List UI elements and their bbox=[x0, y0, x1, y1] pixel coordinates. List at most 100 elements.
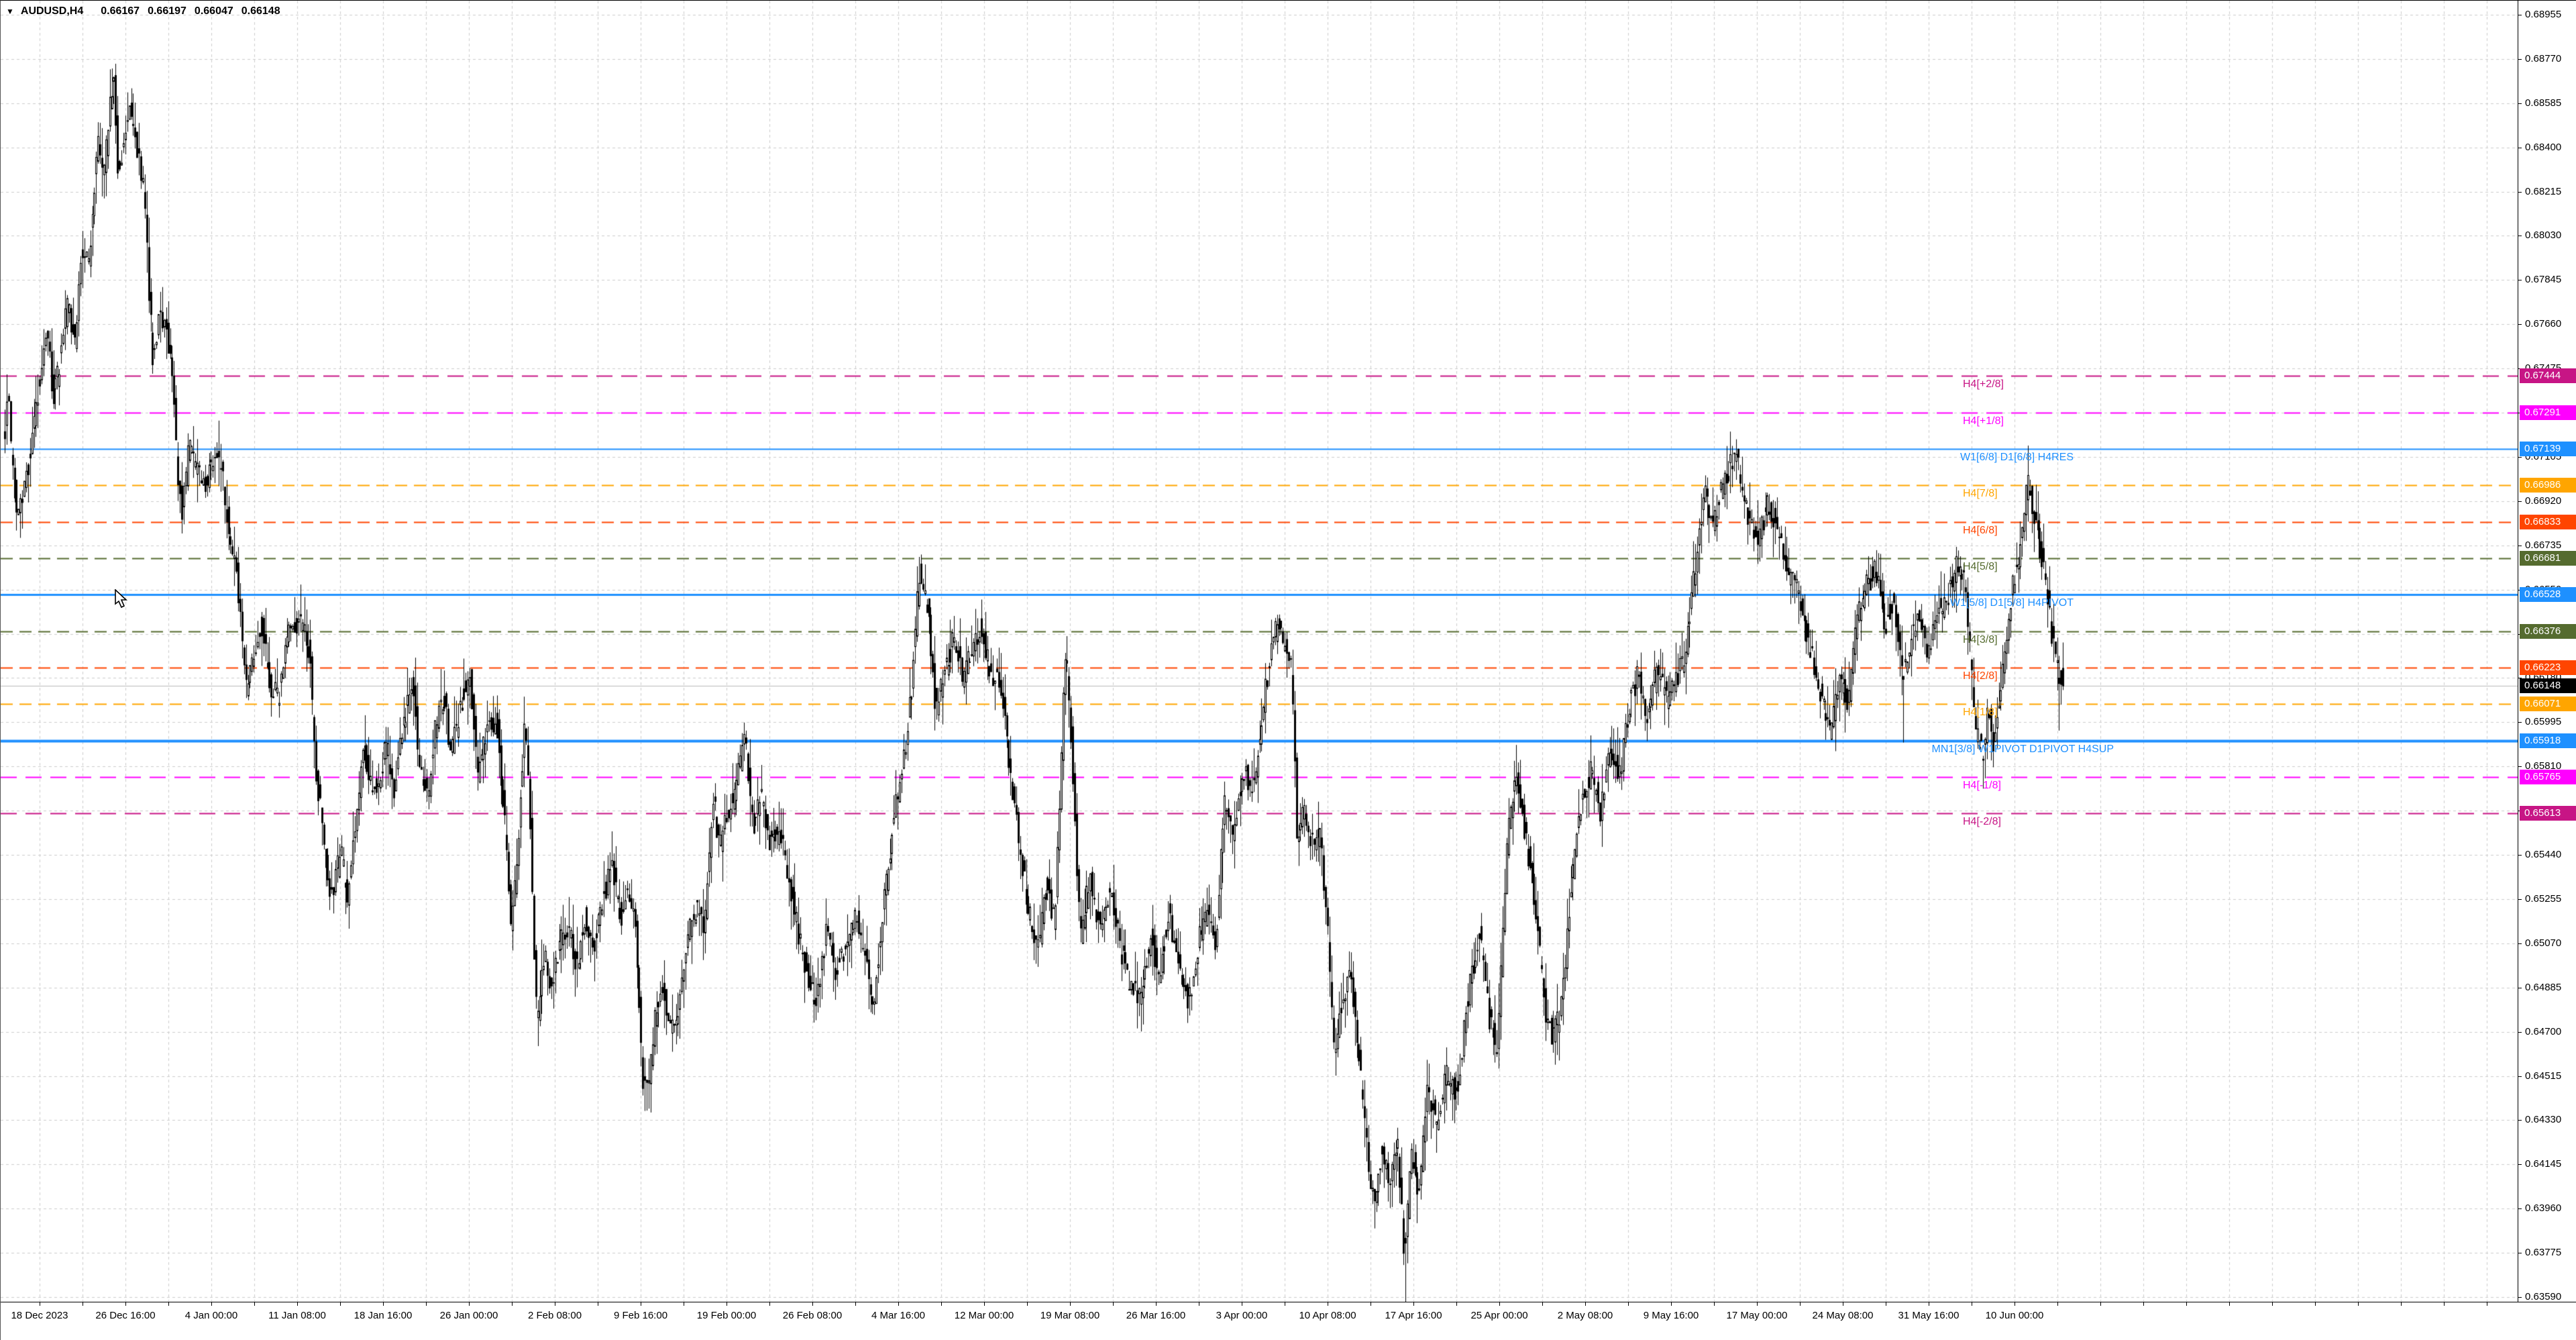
time-axis-tick bbox=[2315, 1302, 2316, 1306]
time-axis-tick bbox=[1757, 1302, 1758, 1306]
time-axis[interactable]: 18 Dec 2023 26 Dec 16:00 4 Jan 00:00 11 Jan… bbox=[1, 1302, 2576, 1340]
price-axis-tick bbox=[2518, 766, 2522, 767]
price-axis-label: 0.65070 bbox=[2525, 937, 2562, 949]
time-axis-tick bbox=[984, 1302, 985, 1306]
price-axis-tick bbox=[2518, 899, 2522, 900]
time-axis-tick bbox=[340, 1302, 341, 1306]
level-label: W1[5/8] D1[5/8] H4PIVOT bbox=[1949, 597, 2074, 609]
price-axis-label: 0.68215 bbox=[2525, 185, 2562, 197]
time-axis-tick bbox=[812, 1302, 813, 1306]
price-axis-label: 0.64515 bbox=[2525, 1070, 2562, 1082]
level-label: H4[6/8] bbox=[1963, 524, 1998, 536]
price-axis-label: 0.64330 bbox=[2525, 1114, 2562, 1126]
price-axis-tick bbox=[2518, 103, 2522, 104]
price-level-tag: 0.66833 bbox=[2520, 514, 2576, 529]
symbol-quote: ▼ AUDUSD,H4 0.66167 0.66197 0.66047 0.66… bbox=[6, 4, 288, 19]
time-axis-tick bbox=[2186, 1302, 2187, 1306]
time-axis-label: 17 Apr 16:00 bbox=[1385, 1310, 1442, 1321]
time-axis-label: 24 May 08:00 bbox=[1812, 1310, 1874, 1321]
level-label: H4[-1/8] bbox=[1963, 780, 2001, 792]
price-axis-label: 0.68955 bbox=[2525, 9, 2562, 20]
price-axis-tick bbox=[2518, 1297, 2522, 1298]
price-level-tag: 0.66528 bbox=[2520, 587, 2576, 603]
level-label: H4[3/8] bbox=[1963, 633, 1998, 646]
time-axis-tick bbox=[855, 1302, 856, 1306]
price-axis-label: 0.65810 bbox=[2525, 760, 2562, 772]
price-level-tag: 0.66148 bbox=[2520, 678, 2576, 693]
price-axis-label: 0.63590 bbox=[2525, 1291, 2562, 1302]
price-level-tag: 0.65918 bbox=[2520, 733, 2576, 748]
time-axis-tick bbox=[2143, 1302, 2144, 1306]
price-axis-tick bbox=[2518, 1076, 2522, 1077]
price-axis-label: 0.63960 bbox=[2525, 1202, 2562, 1215]
price-axis-label: 0.66735 bbox=[2525, 539, 2562, 551]
time-axis-label: 26 Feb 08:00 bbox=[782, 1310, 843, 1321]
price-axis-label: 0.66920 bbox=[2525, 495, 2562, 507]
time-axis-label: 25 Apr 00:00 bbox=[1470, 1310, 1528, 1321]
price-axis-label: 0.64145 bbox=[2525, 1158, 2562, 1170]
time-axis-tick bbox=[2358, 1302, 2359, 1306]
level-label: MN1[3/8] W1PIVOT D1PIVOT H4SUP bbox=[1931, 743, 2114, 755]
quote-open: 0.66167 bbox=[101, 5, 140, 17]
time-axis-tick bbox=[168, 1302, 169, 1306]
time-axis-tick bbox=[1671, 1302, 1672, 1306]
price-axis-tick bbox=[2518, 192, 2522, 193]
time-axis-label: 4 Jan 00:00 bbox=[184, 1310, 238, 1321]
level-label: H4[+1/8] bbox=[1963, 415, 2004, 427]
chevron-down-icon[interactable]: ▼ bbox=[6, 7, 14, 16]
time-axis-label: 2 Feb 08:00 bbox=[527, 1310, 582, 1321]
time-axis-tick bbox=[1499, 1302, 1500, 1306]
time-axis-tick bbox=[1800, 1302, 1801, 1306]
time-axis-label: 31 May 16:00 bbox=[1898, 1310, 1960, 1321]
price-axis-label: 0.67845 bbox=[2525, 274, 2562, 286]
time-axis-tick bbox=[1413, 1302, 1414, 1306]
time-axis-tick bbox=[2272, 1302, 2273, 1306]
time-axis-label: 2 May 08:00 bbox=[1557, 1310, 1613, 1321]
time-axis-tick bbox=[254, 1302, 255, 1306]
price-axis-tick bbox=[2518, 501, 2522, 502]
symbol-timeframe-label: AUDUSD,H4 bbox=[20, 5, 84, 17]
price-axis-tick bbox=[2518, 1120, 2522, 1121]
price-level-tag: 0.65765 bbox=[2520, 770, 2576, 785]
time-axis-label: 3 Apr 00:00 bbox=[1216, 1310, 1268, 1321]
time-axis-label: 10 Apr 08:00 bbox=[1299, 1310, 1356, 1321]
level-label: H4[2/8] bbox=[1963, 670, 1998, 682]
time-axis-label: 18 Jan 16:00 bbox=[354, 1310, 413, 1321]
price-axis-tick bbox=[2518, 1032, 2522, 1033]
level-label: W1[6/8] D1[6/8] H4RES bbox=[1960, 451, 2074, 463]
time-axis-tick bbox=[941, 1302, 942, 1306]
price-axis-label: 0.65255 bbox=[2525, 892, 2562, 905]
time-axis-tick bbox=[125, 1302, 126, 1306]
price-axis-tick bbox=[2518, 722, 2522, 723]
price-chart-canvas[interactable] bbox=[1, 1, 2518, 1302]
price-axis-tick bbox=[2518, 1208, 2522, 1209]
price-level-tag: 0.66223 bbox=[2520, 660, 2576, 676]
price-axis-label: 0.64700 bbox=[2525, 1025, 2562, 1037]
time-axis-tick bbox=[2100, 1302, 2101, 1306]
time-axis-label: 10 Jun 00:00 bbox=[1985, 1310, 2044, 1321]
time-axis-tick bbox=[469, 1302, 470, 1306]
time-axis-tick bbox=[898, 1302, 899, 1306]
time-axis-label: 19 Mar 08:00 bbox=[1040, 1310, 1100, 1321]
price-level-tag: 0.65613 bbox=[2520, 806, 2576, 821]
time-axis-tick bbox=[1628, 1302, 1629, 1306]
time-axis-tick bbox=[2401, 1302, 2402, 1306]
level-label: H4[7/8] bbox=[1963, 488, 1998, 500]
price-level-tag: 0.67444 bbox=[2520, 368, 2576, 384]
price-axis-label: 0.68585 bbox=[2525, 97, 2562, 109]
level-label: H4[1/8] bbox=[1963, 707, 1998, 719]
price-axis-label: 0.68770 bbox=[2525, 52, 2562, 64]
time-axis-tick bbox=[1070, 1302, 1071, 1306]
time-axis-tick bbox=[211, 1302, 212, 1306]
time-axis-label: 12 Mar 00:00 bbox=[954, 1310, 1014, 1321]
price-level-tag: 0.66071 bbox=[2520, 697, 2576, 712]
level-label: H4[5/8] bbox=[1963, 560, 1998, 572]
time-axis-tick bbox=[1027, 1302, 1028, 1306]
mouse-cursor-icon bbox=[115, 589, 128, 609]
price-axis[interactable]: 0.68955 0.68770 0.68585 0.68400 0.68215 0.680… bbox=[2518, 1, 2576, 1302]
time-axis-label: 26 Dec 16:00 bbox=[95, 1310, 156, 1321]
time-axis-label: 9 Feb 16:00 bbox=[613, 1310, 668, 1321]
time-axis-tick bbox=[383, 1302, 384, 1306]
time-axis-tick bbox=[426, 1302, 427, 1306]
